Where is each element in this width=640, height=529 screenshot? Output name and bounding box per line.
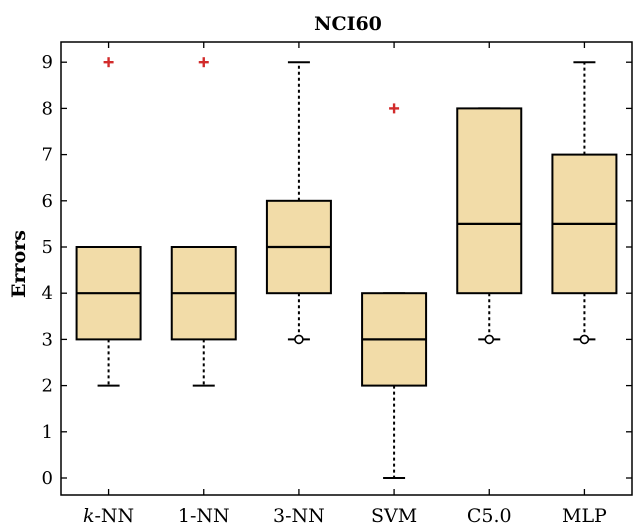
y-tick-label: 1 — [42, 422, 53, 443]
y-axis-label: Errors — [8, 230, 30, 298]
y-tick-label: 0 — [42, 468, 53, 489]
whisker-end-marker — [579, 334, 590, 345]
x-tick-label: 1-NN — [178, 505, 230, 527]
whisker-end-marker — [484, 334, 495, 345]
x-tick-label: 3-NN — [273, 505, 325, 527]
y-tick-label: 4 — [42, 283, 53, 304]
box-body — [456, 107, 523, 295]
y-tick-label: 2 — [42, 376, 53, 397]
chart-title: NCI60 — [314, 13, 382, 35]
y-tick-label: 8 — [42, 98, 53, 119]
y-tick-label: 6 — [42, 191, 53, 212]
plot-frame — [60, 41, 633, 496]
x-tick-label: SVM — [371, 505, 417, 527]
y-tick-label: 3 — [42, 329, 53, 350]
x-tick-label: C5.0 — [467, 505, 512, 527]
y-tick-label: 5 — [42, 237, 53, 258]
y-tick-label: 7 — [42, 145, 53, 166]
plot-area: 0 1 2 3 4 5 6 7 8 9 k-NN 1-NN 3-NN SVM C5.0 MLP — [42, 41, 633, 527]
y-tick-label: 9 — [42, 52, 53, 73]
x-tick-label: k-NN — [83, 505, 134, 527]
x-tick-label: MLP — [562, 505, 607, 527]
whisker-end-marker — [294, 334, 304, 345]
